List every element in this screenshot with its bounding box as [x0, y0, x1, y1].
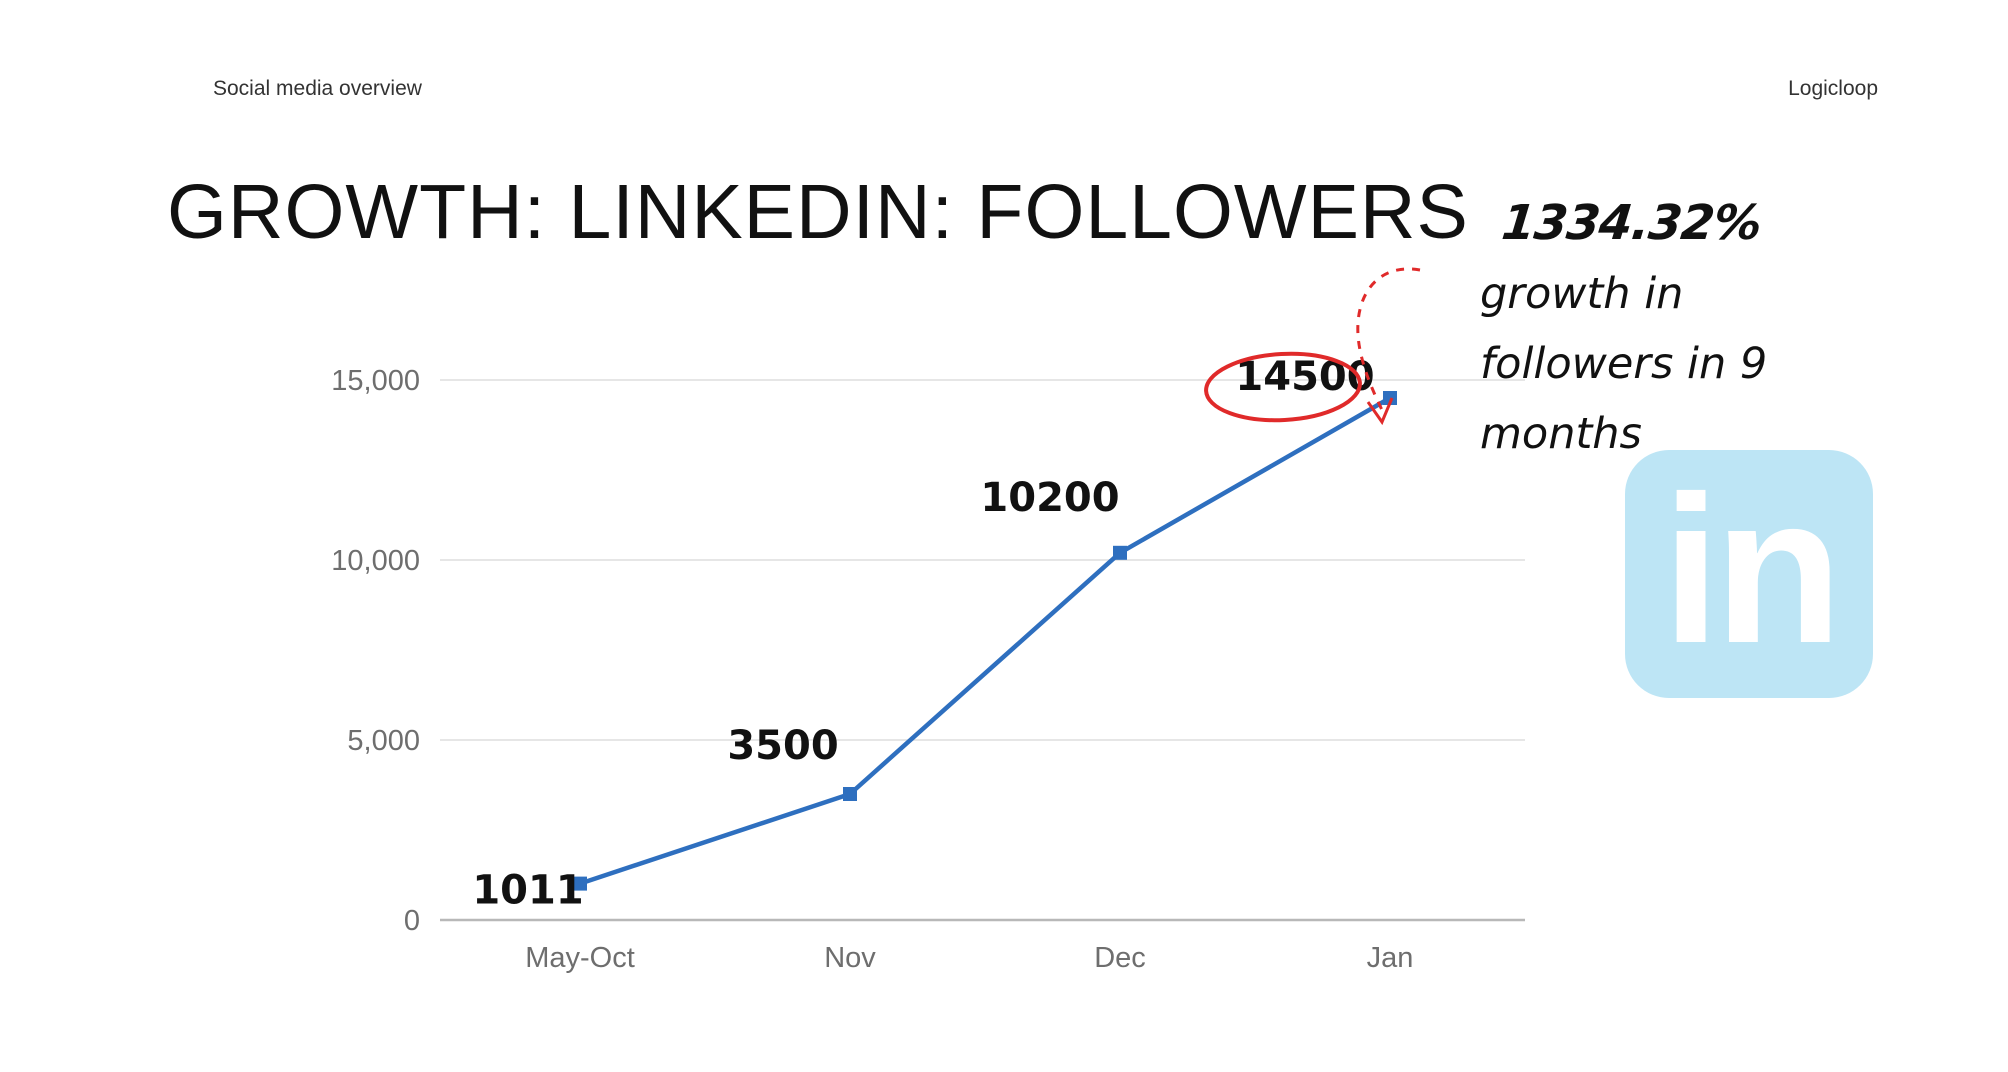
x-axis-tick-labels: May-Oct Nov Dec Jan — [525, 942, 1413, 974]
grid-lines — [440, 379, 1525, 922]
data-label: 1011 — [472, 868, 583, 914]
series-line-group — [579, 396, 1392, 886]
x-tick-label: Nov — [824, 942, 876, 974]
highlight-arrow-curve — [1356, 267, 1421, 411]
data-point — [1113, 545, 1127, 560]
highlight-circle — [1204, 351, 1362, 423]
header-section-title: Social media overview — [213, 77, 422, 100]
y-tick-label: 15,000 — [331, 365, 420, 397]
y-tick-label: 10,000 — [331, 545, 420, 577]
growth-percentage: 1334.32% — [1499, 195, 1764, 251]
data-label: 14500 — [1235, 354, 1374, 400]
x-tick-label: Jan — [1367, 942, 1414, 974]
data-label: 3500 — [727, 723, 838, 769]
linkedin-logo-text: in — [1662, 452, 1843, 687]
highlight-arrowhead — [1366, 397, 1394, 426]
growth-description: growth in followers in 9 months — [1480, 269, 1768, 459]
data-point — [1383, 391, 1397, 405]
x-tick-label: Dec — [1094, 942, 1146, 974]
growth-annotation: 1334.32% growth in followers in 9 months — [1480, 195, 1780, 469]
y-axis-tick-labels: 0 5,000 10,000 15,000 — [331, 365, 420, 937]
y-tick-label: 0 — [404, 905, 420, 937]
page-title: GROWTH: LINKEDIN: FOLLOWERS — [167, 169, 1469, 255]
series-line — [579, 396, 1392, 886]
brand-name: Logicloop — [1788, 77, 1878, 100]
linkedin-icon: in — [1625, 450, 1873, 698]
y-tick-label: 5,000 — [347, 725, 420, 757]
highlight-annotation — [1204, 267, 1421, 426]
data-point — [843, 787, 857, 801]
data-point — [573, 876, 587, 891]
x-tick-label: May-Oct — [525, 942, 635, 974]
data-labels: 1011 3500 10200 14500 — [472, 354, 1374, 914]
data-label: 10200 — [980, 475, 1119, 521]
data-points — [573, 391, 1397, 891]
